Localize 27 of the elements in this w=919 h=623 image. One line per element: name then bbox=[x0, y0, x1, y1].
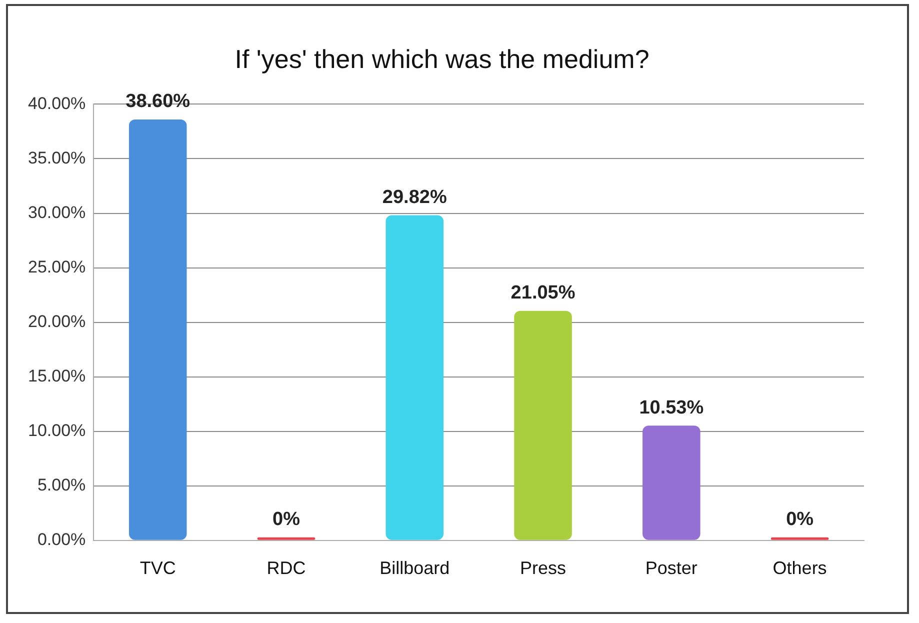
bar bbox=[386, 215, 444, 540]
y-tick-label: 40.00% bbox=[28, 94, 86, 113]
data-label: 38.60% bbox=[126, 91, 190, 112]
data-label: 10.53% bbox=[639, 397, 704, 418]
y-tick-label: 20.00% bbox=[28, 312, 86, 331]
x-tick-label: Others bbox=[772, 558, 827, 578]
y-tick-label: 10.00% bbox=[28, 421, 86, 440]
x-tick-label: Billboard bbox=[380, 558, 450, 578]
bar bbox=[514, 310, 572, 540]
x-tick-label: TVC bbox=[140, 558, 176, 578]
data-label: 21.05% bbox=[510, 282, 576, 304]
x-tick-label: Poster bbox=[645, 558, 698, 578]
x-tick-label: RDC bbox=[266, 558, 306, 578]
bar bbox=[128, 119, 187, 540]
y-tick-label: 35.00% bbox=[28, 148, 86, 168]
y-tick-label: 25.00% bbox=[28, 257, 86, 276]
y-tick-label: 5.00% bbox=[37, 476, 86, 495]
chart-title: If 'yes' then which was the medium? bbox=[234, 44, 650, 74]
bar bbox=[257, 537, 316, 540]
y-tick-label: 15.00% bbox=[28, 366, 86, 386]
x-tick-label: Press bbox=[520, 558, 566, 578]
data-label: 29.82% bbox=[382, 186, 447, 208]
y-tick-label: 30.00% bbox=[28, 202, 86, 222]
data-label: 0% bbox=[272, 509, 300, 530]
data-label: 0% bbox=[786, 509, 814, 530]
y-tick-label: 0.00% bbox=[37, 530, 86, 550]
bar bbox=[770, 537, 829, 540]
